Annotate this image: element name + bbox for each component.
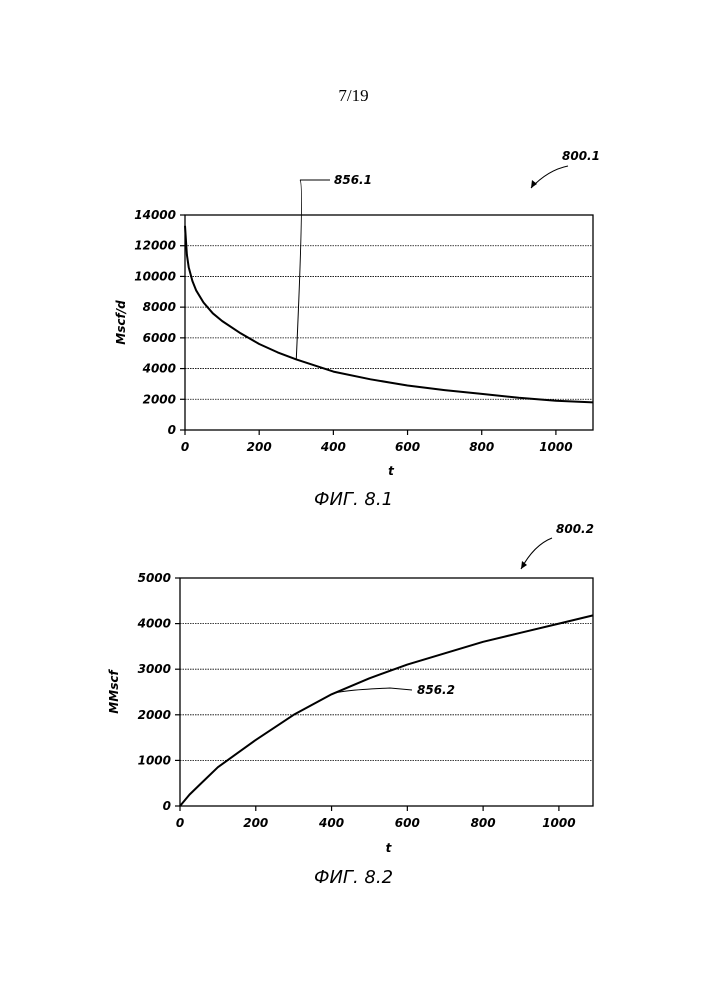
reference-arrowhead (521, 561, 527, 569)
y-tick-label: 8000 (143, 300, 176, 314)
x-tick-label: 200 (243, 816, 268, 830)
chart-cumulative: 01000200030004000500002004006008001000tM… (0, 520, 707, 850)
series-line-856-1 (185, 226, 593, 403)
x-tick-label: 1000 (542, 816, 575, 830)
y-tick-label: 4000 (142, 362, 176, 376)
series-label: 856.2 (417, 683, 455, 697)
series-leader-line (296, 180, 330, 359)
x-tick-label: 800 (471, 816, 496, 830)
y-tick-label: 6000 (143, 331, 176, 345)
reference-label: 800.2 (556, 522, 594, 536)
series-line-856-2 (180, 615, 593, 806)
x-axis-title: t (388, 464, 395, 478)
plot-frame (180, 578, 593, 806)
x-tick-label: 800 (469, 440, 494, 454)
series-label: 856.1 (334, 173, 372, 187)
y-tick-label: 3000 (138, 662, 171, 676)
y-tick-label: 12000 (134, 239, 176, 253)
x-tick-label: 0 (181, 440, 189, 454)
y-tick-label: 10000 (134, 269, 176, 283)
page-number: 7/19 (0, 86, 707, 106)
figure-caption-8-1: ФИГ. 8.1 (0, 489, 707, 510)
y-tick-label: 2000 (138, 708, 171, 722)
x-tick-label: 1000 (539, 440, 572, 454)
reference-label: 800.1 (562, 149, 600, 163)
reference-arrow (531, 166, 568, 188)
y-tick-label: 4000 (137, 617, 171, 631)
x-axis-title: t (386, 841, 393, 855)
x-tick-label: 0 (176, 816, 184, 830)
x-tick-label: 400 (318, 816, 344, 830)
plot-frame (185, 215, 593, 430)
reference-arrowhead (531, 180, 537, 188)
y-tick-label: 0 (163, 799, 171, 813)
y-axis-title: Mscf/d (114, 300, 128, 345)
x-tick-label: 600 (395, 816, 420, 830)
figure-caption-8-2: ФИГ. 8.2 (0, 867, 707, 888)
x-tick-label: 600 (395, 440, 420, 454)
chart-flow-rate: 0 2000 4000 6000 8000 10000 12000 14000 0 200 400 6… (0, 140, 707, 470)
y-tick-label: 14000 (134, 208, 176, 222)
y-tick-label: 2000 (143, 392, 176, 406)
y-axis-title: MMscf (107, 669, 121, 714)
y-tick-label: 1000 (138, 753, 171, 767)
x-tick-label: 200 (247, 440, 272, 454)
x-tick-label: 400 (320, 440, 346, 454)
y-tick-label: 0 (168, 423, 176, 437)
y-tick-label: 5000 (138, 571, 171, 585)
